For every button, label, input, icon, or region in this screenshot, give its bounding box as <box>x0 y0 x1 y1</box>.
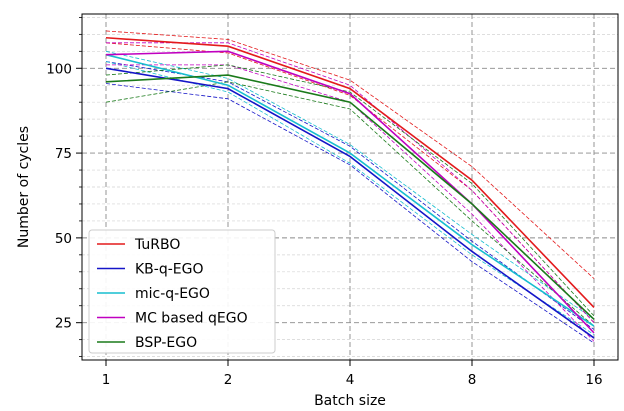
y-tick-label: 100 <box>46 61 72 77</box>
x-tick-label: 1 <box>102 372 111 388</box>
legend-label: MC based qEGO <box>135 311 248 327</box>
legend-label: KB-q-EGO <box>135 262 204 278</box>
y-axis-label: Number of cycles <box>16 126 32 248</box>
x-tick-label: 8 <box>468 372 477 388</box>
y-tick-label: 50 <box>55 231 72 247</box>
legend: TuRBO KB-q-EGO mic-q-EGO MC based qEGO BSP-E… <box>88 229 276 354</box>
series-lower-kb-q-ego <box>105 83 595 344</box>
legend-label: BSP-EGO <box>135 335 197 351</box>
y-tick-label: 25 <box>55 316 72 332</box>
series-line-mic-q-ego <box>105 53 595 327</box>
series-line-turbo <box>105 36 595 308</box>
series-lower-mic-q-ego <box>105 61 595 335</box>
series-lower-bsp-ego <box>105 81 595 327</box>
axis-ticks: 25 50 75 100 1 2 4 8 16 <box>46 16 603 388</box>
x-tick-label: 4 <box>346 372 355 388</box>
series-lower-turbo <box>105 42 595 323</box>
x-tick-label: 16 <box>585 372 602 388</box>
legend-box <box>88 229 276 354</box>
series-line-kb-q-ego <box>105 67 595 339</box>
x-axis-label: Batch size <box>314 393 386 409</box>
legend-label: TuRBO <box>134 237 180 253</box>
y-tick-label: 75 <box>55 146 72 162</box>
series-upper-kb-q-ego <box>105 61 595 330</box>
series-line-bsp-ego <box>105 74 595 320</box>
series-upper-bsp-ego <box>105 64 595 317</box>
x-tick-label: 2 <box>224 372 233 388</box>
legend-label: mic-q-EGO <box>135 286 210 302</box>
series-line-mc-based-qego <box>105 50 595 334</box>
series-lines <box>105 36 595 339</box>
series-upper-turbo <box>105 30 595 279</box>
series-upper-mic-q-ego <box>105 50 595 320</box>
